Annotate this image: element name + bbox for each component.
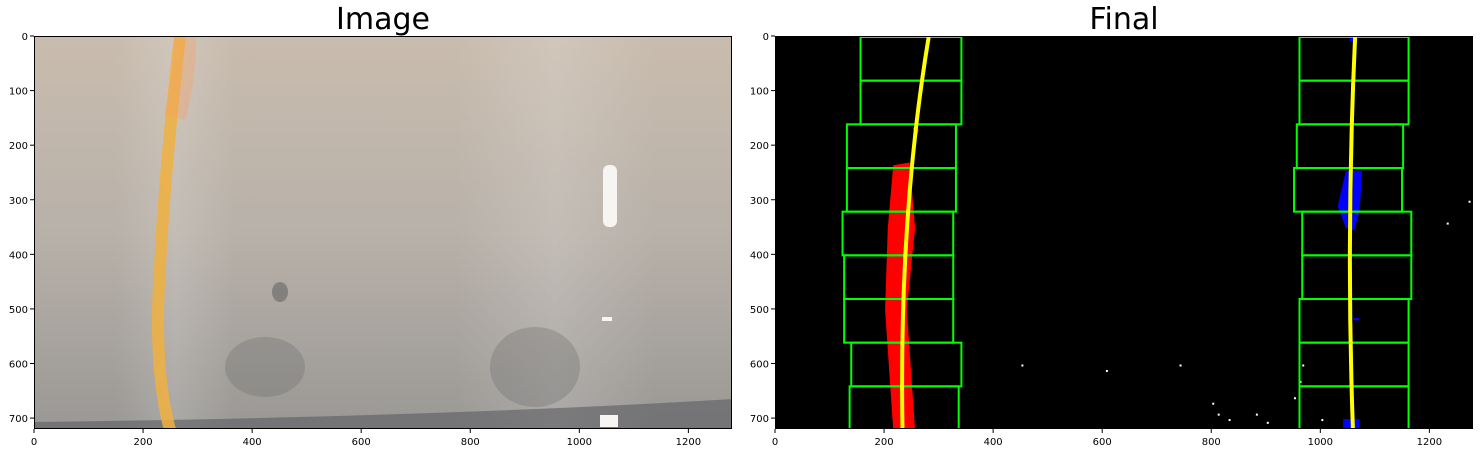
y-tick-label: 0 [22, 32, 28, 43]
y-tick-label: 700 [9, 414, 28, 425]
search-window [1298, 298, 1410, 344]
search-window [1298, 341, 1410, 388]
y-tick-label: 700 [750, 414, 769, 425]
y-tick-label: 100 [9, 87, 28, 98]
x-tick-label: 1200 [1417, 437, 1442, 448]
search-window [848, 385, 960, 428]
x-tick-label: 1000 [567, 437, 592, 448]
left-fit-line [900, 37, 931, 428]
road-image [34, 36, 732, 429]
panel-title-final: Final [1089, 2, 1159, 37]
y-tick-label: 300 [9, 196, 28, 207]
x-tick-label: 800 [1202, 437, 1221, 448]
y-tick-label: 300 [750, 196, 769, 207]
y-tick-label: 400 [750, 250, 769, 261]
search-window [845, 123, 957, 170]
y-tick-label: 400 [9, 250, 28, 261]
x-tick-label: 600 [1093, 437, 1112, 448]
panel-title-image: Image [336, 2, 430, 37]
search-window [1301, 254, 1413, 300]
y-tick-label: 500 [750, 305, 769, 316]
x-tick-label: 0 [772, 437, 778, 448]
x-tick-label: 0 [31, 437, 37, 448]
search-window [1298, 385, 1410, 428]
y-tick-label: 200 [9, 141, 28, 152]
lane-detection-result [775, 36, 1473, 429]
y-tick-label: 200 [750, 141, 769, 152]
search-window [859, 37, 963, 82]
x-tick-label: 400 [984, 437, 1003, 448]
y-tick-label: 500 [9, 305, 28, 316]
x-tick-label: 1200 [676, 437, 701, 448]
x-tick-label: 600 [352, 437, 371, 448]
search-window [859, 79, 963, 126]
y-tick-label: 600 [9, 360, 28, 371]
x-tick-label: 800 [461, 437, 480, 448]
right-fit-line [1347, 37, 1358, 428]
y-tick-label: 100 [750, 87, 769, 98]
y-tick-label: 600 [750, 360, 769, 371]
x-tick-label: 1000 [1308, 437, 1333, 448]
x-tick-label: 200 [875, 437, 894, 448]
x-tick-label: 200 [134, 437, 153, 448]
y-tick-label: 0 [763, 32, 769, 43]
x-tick-label: 400 [243, 437, 262, 448]
